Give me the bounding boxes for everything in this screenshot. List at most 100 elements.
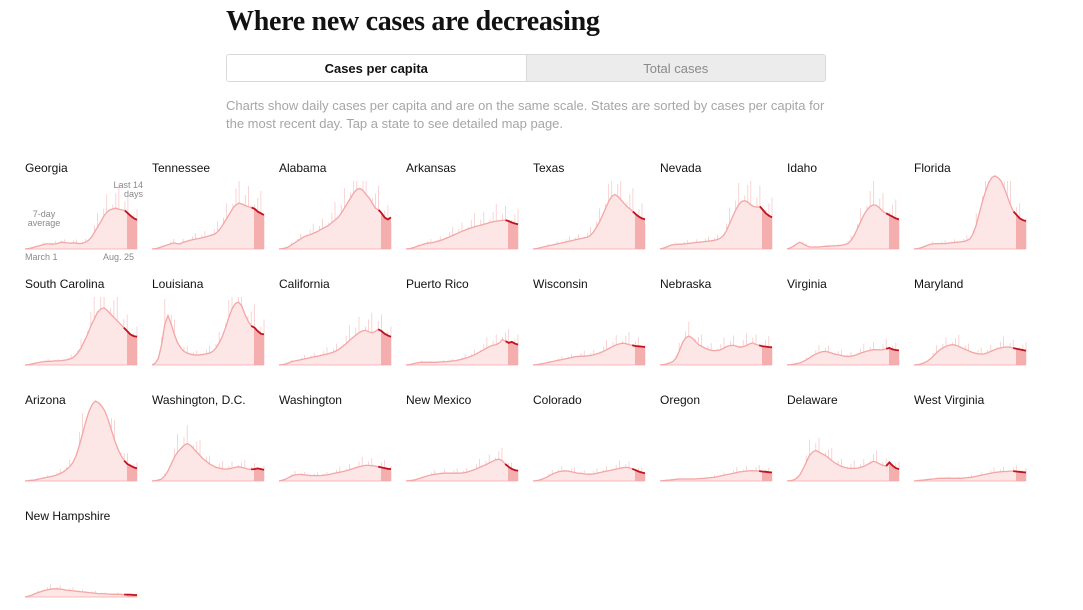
recent-trend-line (377, 328, 392, 338)
last-14-days-band (762, 471, 772, 481)
recent-trend-line (759, 205, 773, 219)
last-14-days-band (1016, 214, 1026, 249)
state-name: Washington (279, 393, 342, 407)
state-chart-maryland[interactable]: Maryland (913, 277, 1027, 377)
state-chart-texas[interactable]: Texas (532, 161, 646, 261)
sparkline-arkansas (405, 203, 519, 250)
recent-trend-line (377, 209, 392, 221)
state-chart-oregon[interactable]: Oregon (659, 393, 773, 493)
average-text: average (27, 218, 61, 228)
sparkline-delaware (786, 437, 900, 482)
last-14-days-band (254, 327, 264, 365)
state-name: Tennessee (152, 161, 211, 175)
state-chart-washington[interactable]: Washington (278, 393, 392, 493)
state-chart-new-mexico[interactable]: New Mexico (405, 393, 519, 493)
seven-day-average-line (151, 442, 265, 482)
state-name: Washington, D.C. (152, 393, 246, 407)
metric-toggle[interactable]: Cases per capita Total cases (226, 54, 826, 82)
state-chart-florida[interactable]: Florida (913, 161, 1027, 261)
state-chart-georgia[interactable]: Georgia (24, 161, 138, 261)
chart-description: Charts show daily cases per capita and a… (226, 98, 825, 131)
state-chart-new-hampshire[interactable]: New Hampshire (24, 509, 138, 609)
last-14-days-band (889, 214, 899, 249)
recent-trend-line (1013, 347, 1027, 352)
last-14-days-band (889, 348, 899, 365)
state-chart-colorado[interactable]: Colorado (532, 393, 646, 493)
state-chart-california[interactable]: California (278, 277, 392, 377)
recent-trend-line (632, 344, 646, 348)
recent-trend-line (251, 206, 265, 216)
seven-day-average-line (405, 458, 519, 482)
state-chart-arkansas[interactable]: Arkansas (405, 161, 519, 261)
last-14-days-band (381, 212, 391, 249)
recent-trend-line (123, 326, 138, 338)
state-name: California (279, 277, 330, 291)
state-chart-puerto-rico[interactable]: Puerto Rico (405, 277, 519, 377)
area-fill (914, 175, 1026, 249)
seven-day-average-line (151, 202, 265, 250)
state-chart-arizona[interactable]: Arizona (24, 393, 138, 493)
sparkline-nevada (659, 181, 773, 250)
sparkline-nebraska (659, 321, 773, 366)
state-name: Maryland (914, 277, 964, 291)
area-fill (152, 203, 264, 249)
seven-day-average-line (532, 342, 646, 366)
last-14-days-band (127, 330, 137, 365)
state-chart-alabama[interactable]: Alabama (278, 161, 392, 261)
area-fill (660, 200, 772, 249)
sparkline-new-mexico (405, 447, 519, 482)
state-chart-west-virginia[interactable]: West Virginia (913, 393, 1027, 493)
area-fill (787, 450, 899, 481)
recent-trend-line (1012, 210, 1027, 222)
state-name: Florida (914, 161, 951, 175)
state-chart-nevada[interactable]: Nevada (659, 161, 773, 261)
recent-trend-line (631, 467, 646, 475)
state-name: Georgia (25, 161, 68, 175)
total-cases-button[interactable]: Total cases (525, 55, 825, 81)
state-chart-washington-d-c[interactable]: Washington, D.C. (151, 393, 265, 493)
state-chart-delaware[interactable]: Delaware (786, 393, 900, 493)
seven-day-average-line (659, 335, 773, 366)
area-fill (25, 208, 137, 249)
recent-trend-line (505, 219, 519, 226)
seven-day-average-line (913, 175, 1027, 250)
recent-trend-line (251, 467, 265, 471)
seven-day-average-line (278, 187, 392, 250)
state-chart-idaho[interactable]: Idaho (786, 161, 900, 261)
recent-trend-line (378, 465, 392, 470)
sparkline-washington (278, 456, 392, 482)
seven-day-average-line (659, 470, 773, 482)
state-chart-south-carolina[interactable]: South Carolina (24, 277, 138, 377)
seven-day-average-line (913, 470, 1027, 482)
state-name: New Mexico (406, 393, 472, 407)
end-date-label: Aug. 25 (103, 252, 135, 262)
seven-day-average-line (405, 219, 519, 250)
state-name: Alabama (279, 161, 327, 175)
state-chart-virginia[interactable]: Virginia (786, 277, 900, 377)
state-chart-louisiana[interactable]: Louisiana (151, 277, 265, 377)
sparkline-california (278, 312, 392, 366)
start-date-label: March 1 (25, 252, 58, 262)
last-14-days-band (762, 208, 772, 249)
sparkline-tennessee (151, 181, 265, 250)
last-14-text: Last 14 (113, 180, 143, 190)
state-chart-nebraska[interactable]: Nebraska (659, 277, 773, 377)
state-name: Virginia (787, 277, 827, 291)
last-14-days-band (508, 342, 518, 365)
cases-per-capita-button[interactable]: Cases per capita (227, 55, 526, 81)
last-14-days-band (381, 330, 391, 365)
state-chart-wisconsin[interactable]: Wisconsin (532, 277, 646, 377)
state-chart-tennessee[interactable]: Tennessee (151, 161, 265, 261)
state-name: Arkansas (406, 161, 457, 175)
page-title: Where new cases are decreasing (226, 6, 600, 37)
seven-day-average-line (24, 588, 137, 598)
state-name: Delaware (787, 393, 838, 407)
state-name: Louisiana (152, 277, 204, 291)
seven-day-average-line (278, 464, 392, 482)
state-name: Arizona (25, 393, 66, 407)
state-name: Nevada (660, 161, 702, 175)
recent-trend-line (886, 347, 900, 352)
sparkline-virginia (786, 338, 900, 366)
seven-day-average-line (24, 307, 138, 366)
last-14-days-band (127, 212, 137, 249)
